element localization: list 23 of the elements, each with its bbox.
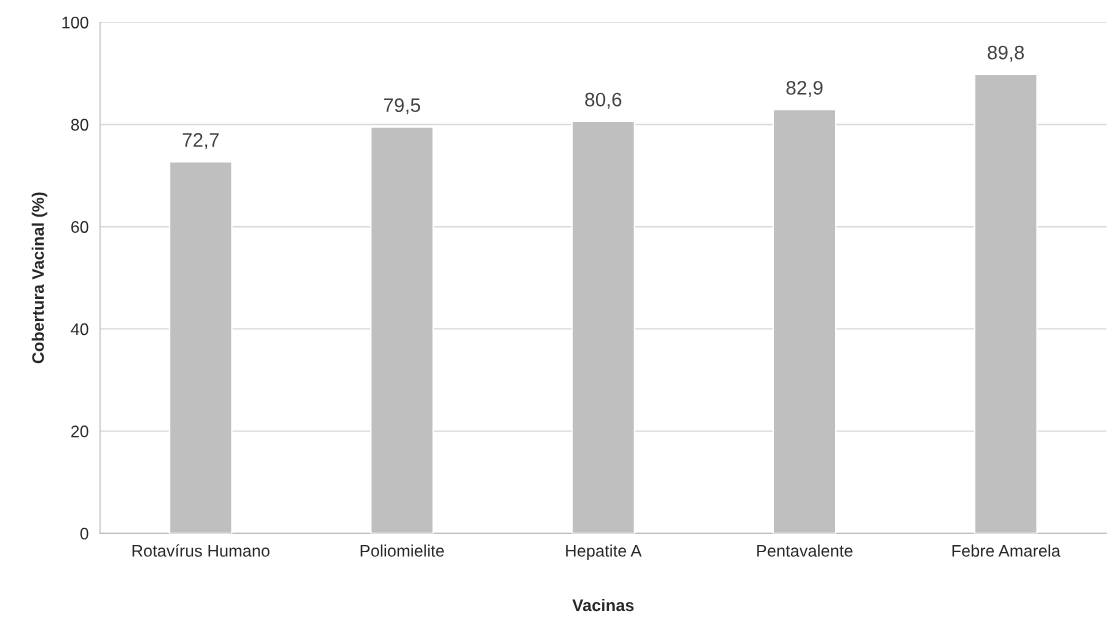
data-label: 80,6	[585, 92, 622, 109]
bar	[973, 73, 1038, 534]
y-tick-label: 80	[71, 118, 89, 131]
y-tick-label: 40	[70, 323, 89, 336]
x-tick-label: Hepatite A	[566, 544, 642, 561]
x-axis-title: Vacinas	[572, 598, 634, 612]
data-label: 82,9	[786, 80, 823, 97]
bar	[370, 126, 434, 534]
bar	[772, 108, 837, 534]
x-tick-label: Febre Amarela	[952, 544, 1061, 557]
y-tick-label: 60	[71, 221, 89, 233]
y-axis-title: Cobertura Vacinal (%)	[31, 192, 48, 364]
bar	[168, 161, 233, 534]
bar	[571, 120, 636, 534]
data-label: 79,5	[384, 98, 421, 115]
y-tick-label: 100	[62, 16, 89, 29]
data-label: 89,8	[987, 45, 1024, 62]
y-tick-label: 20	[71, 425, 89, 438]
data-label: 72,7	[182, 133, 219, 150]
y-tick-label: 0	[80, 527, 89, 540]
x-tick-label: Poliomielite	[360, 544, 444, 557]
x-tick-label: Rotavírus Humano	[132, 544, 270, 557]
x-tick-label: Pentavalente	[757, 544, 853, 557]
